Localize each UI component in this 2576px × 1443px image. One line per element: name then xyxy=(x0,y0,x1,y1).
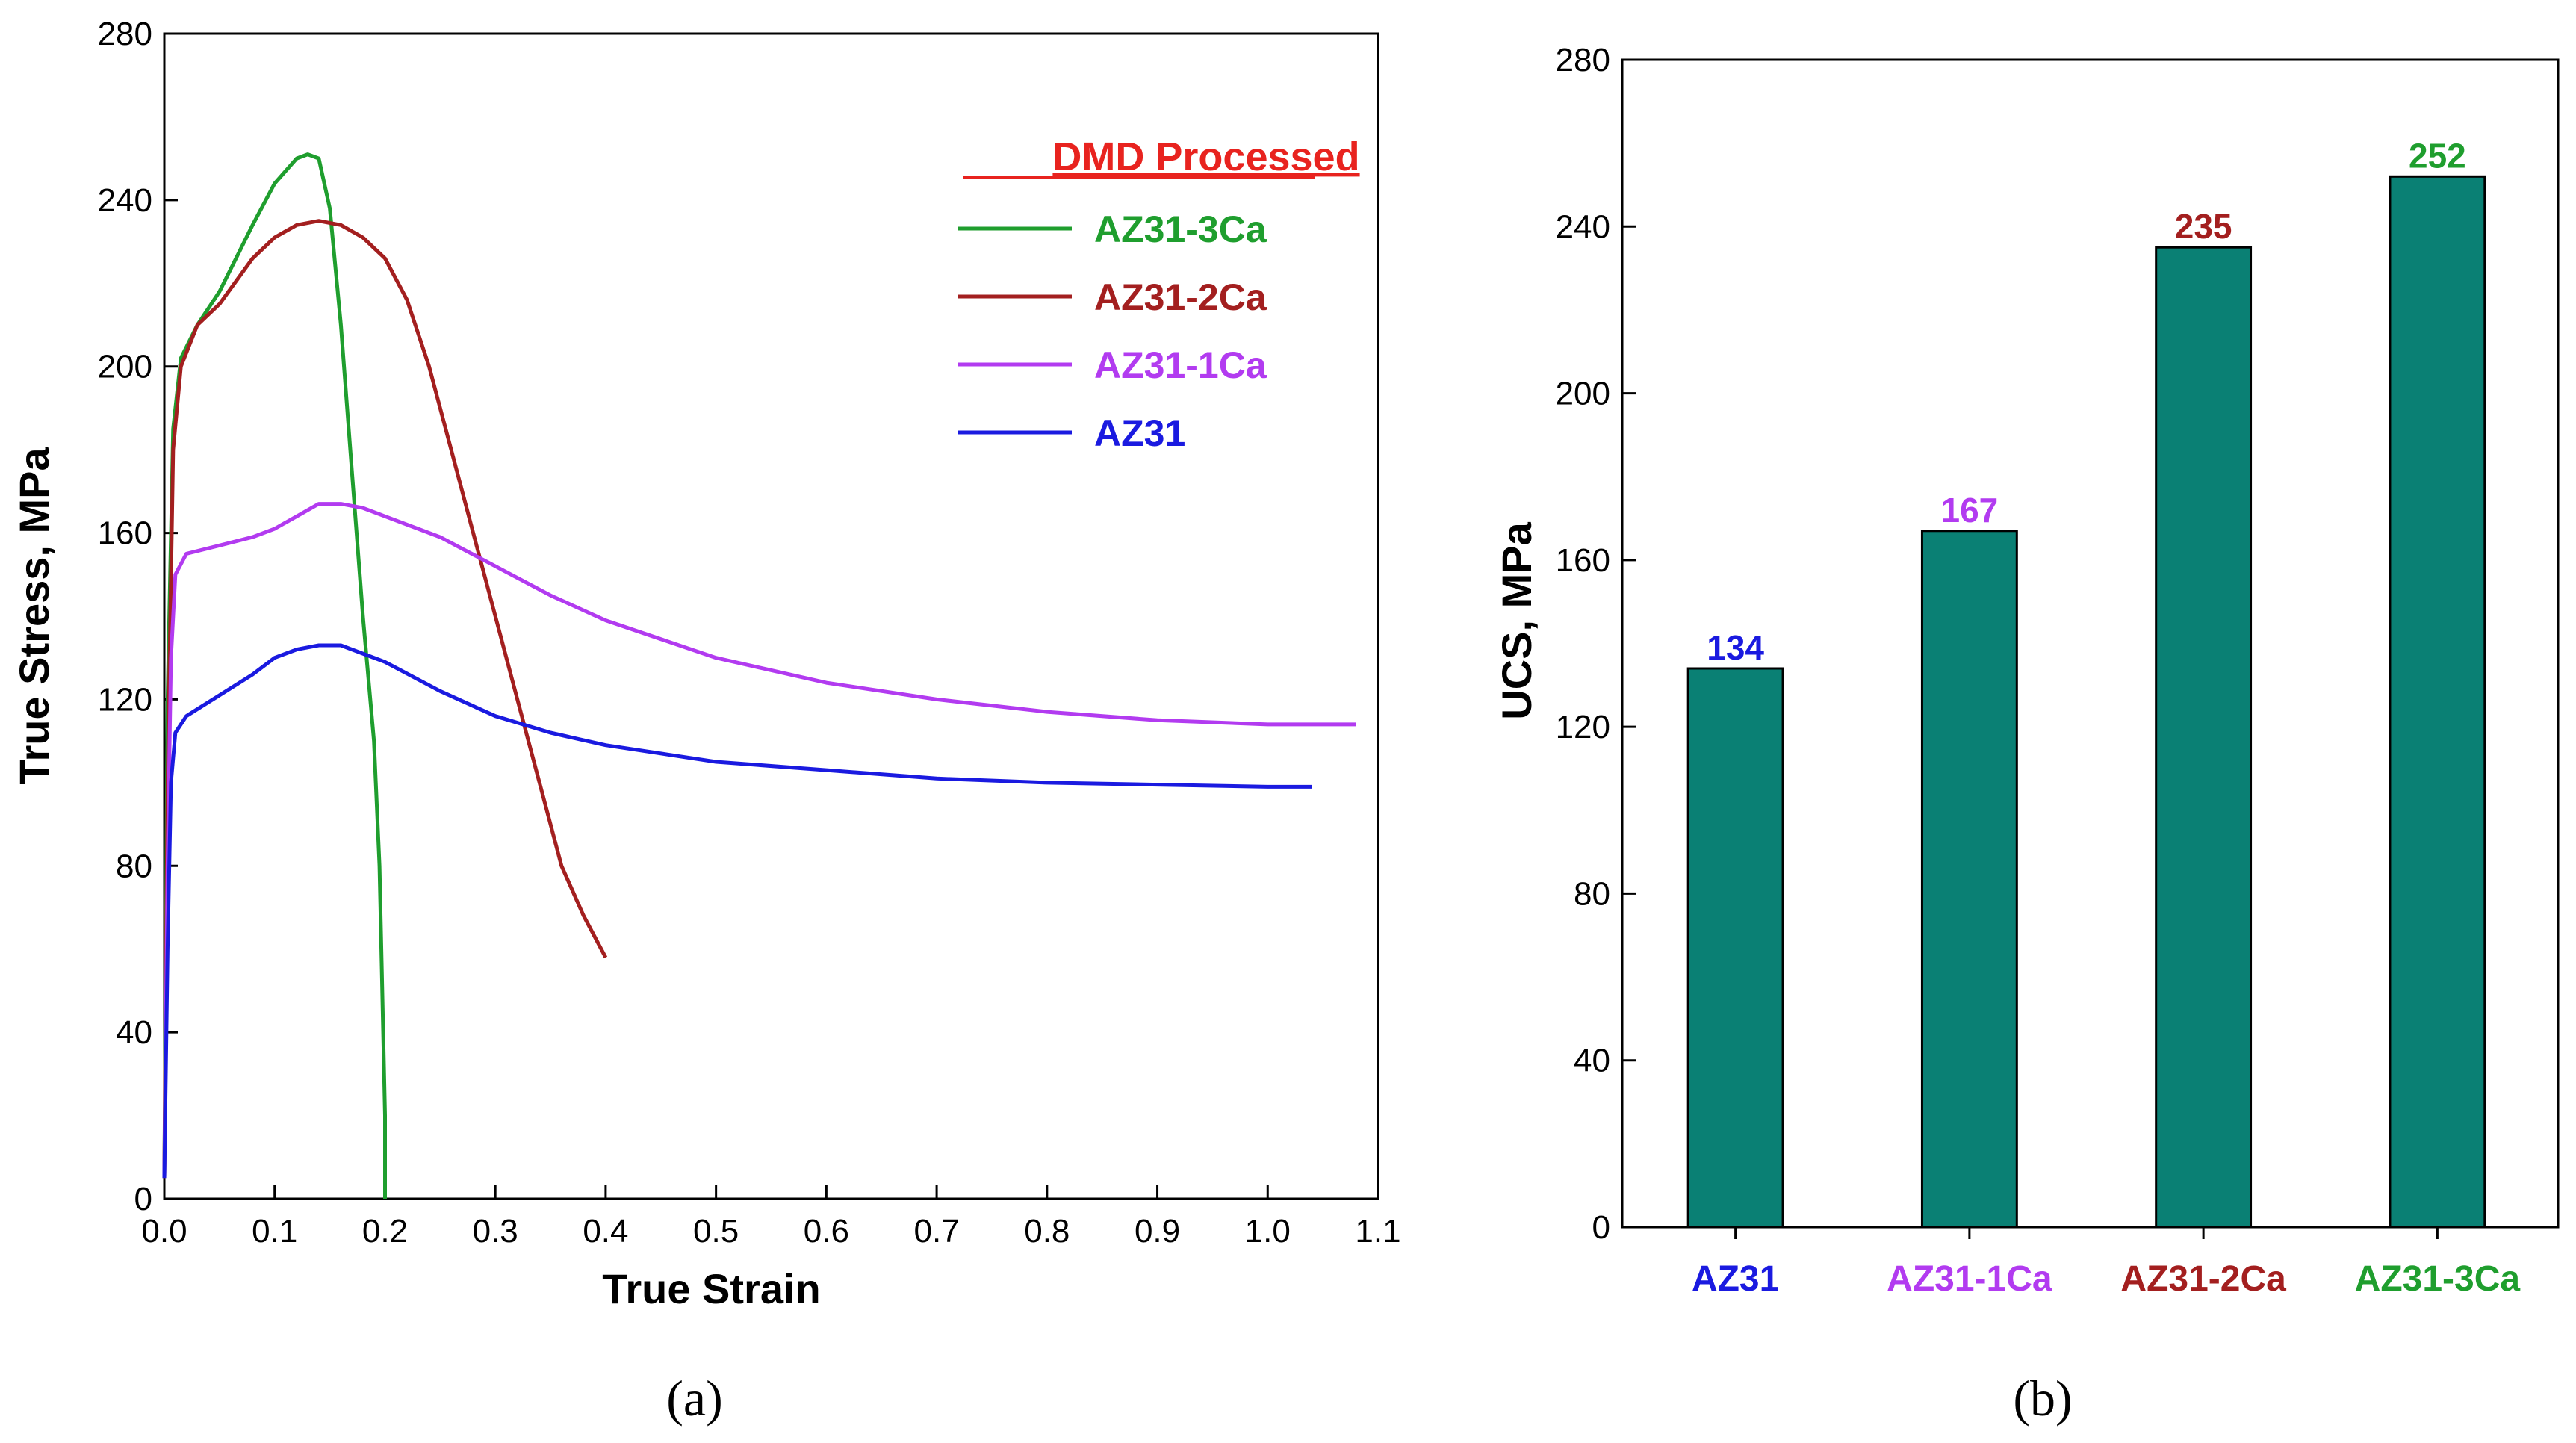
series-line-az31 xyxy=(162,643,1312,1179)
y-tick-label: 120 xyxy=(1556,709,1610,745)
bar-value-label-az31-3ca: 252 xyxy=(2409,136,2466,175)
legend-label-az31: AZ31 xyxy=(1094,412,1185,454)
y-tick-label: 280 xyxy=(98,16,152,52)
panel-b-caption: (b) xyxy=(2013,1370,2072,1427)
y-tick-label: 0 xyxy=(134,1181,152,1217)
x-tick-label: 1.1 xyxy=(1355,1213,1400,1250)
x-tick-label: 0.5 xyxy=(693,1213,739,1250)
panel-a-x-ticks: 0.0 0.1 0.2 0.3 0.4 0.5 0.6 0.7 0.8 0.9 1.0 1.1 xyxy=(141,1185,1401,1250)
legend-label-az31-2ca: AZ31-2Ca xyxy=(1094,276,1267,318)
bar-az31-1ca xyxy=(1920,530,2018,1229)
x-tick-label: 0.6 xyxy=(804,1213,849,1250)
y-tick-label: 120 xyxy=(98,681,152,718)
legend-label-az31-3ca: AZ31-3Ca xyxy=(1094,208,1267,250)
y-tick-label: 280 xyxy=(1556,42,1610,78)
y-tick-label: 0 xyxy=(1592,1209,1610,1246)
panel-a-plot-frame xyxy=(163,32,1379,1200)
category-label-az31-1ca: AZ31-1Ca xyxy=(1887,1259,2052,1299)
y-tick-label: 80 xyxy=(116,848,152,884)
category-label-az31: AZ31 xyxy=(1692,1259,1779,1299)
x-tick-label: 0.1 xyxy=(252,1213,297,1250)
x-tick-label: 0.8 xyxy=(1024,1213,1070,1250)
x-tick-label: 0.3 xyxy=(473,1213,518,1250)
y-tick-label: 40 xyxy=(116,1014,152,1051)
x-tick-label: 1.0 xyxy=(1245,1213,1291,1250)
x-tick-label: 0.0 xyxy=(141,1213,187,1250)
panel-a-x-axis-label: True Strain xyxy=(602,1265,821,1312)
y-tick-label: 240 xyxy=(1556,208,1610,245)
panel-b-bars: 134 167 235 252 xyxy=(1686,136,2486,1229)
series-line-az31-3ca xyxy=(162,152,387,1199)
panel-a-series xyxy=(162,152,1356,1199)
x-tick-label: 0.4 xyxy=(583,1213,628,1250)
series-line-az31-1ca xyxy=(162,502,1356,1179)
panel-b-category-labels: AZ31 AZ31-1Ca AZ31-2Ca AZ31-3Ca xyxy=(1692,1227,2520,1299)
bar-value-label-az31-1ca: 167 xyxy=(1941,491,1999,530)
y-tick-label: 200 xyxy=(98,349,152,385)
bar-value-label-az31: 134 xyxy=(1707,628,1764,667)
legend-title: DMD Processed xyxy=(1052,134,1359,179)
y-tick-label: 200 xyxy=(1556,376,1610,412)
panel-a-caption: (a) xyxy=(666,1370,722,1427)
category-label-az31-2ca: AZ31-2Ca xyxy=(2120,1259,2286,1299)
bar-az31-2ca xyxy=(2155,246,2253,1229)
category-label-az31-3ca: AZ31-3Ca xyxy=(2355,1259,2521,1299)
legend-label-az31-1ca: AZ31-1Ca xyxy=(1094,344,1267,386)
y-tick-label: 40 xyxy=(1574,1043,1610,1079)
bar-az31 xyxy=(1686,667,1784,1229)
y-tick-label: 80 xyxy=(1574,875,1610,912)
y-tick-label: 240 xyxy=(98,182,152,219)
x-tick-label: 0.9 xyxy=(1135,1213,1180,1250)
y-tick-label: 160 xyxy=(98,515,152,552)
panel-a-y-ticks: 0 40 80 120 160 200 240 280 xyxy=(98,16,178,1217)
bar-az31-3ca xyxy=(2389,175,2486,1229)
panel-b-y-ticks: 0 40 80 120 160 200 240 280 xyxy=(1556,42,1636,1246)
panel-a-y-axis-label: True Stress, MPa xyxy=(10,447,58,784)
y-tick-label: 160 xyxy=(1556,542,1610,579)
x-tick-label: 0.7 xyxy=(914,1213,960,1250)
x-tick-label: 0.2 xyxy=(362,1213,408,1250)
panel-b-y-axis-label: UCS, MPa xyxy=(1493,521,1540,719)
panel-b-plot-frame xyxy=(1621,58,2560,1229)
series-line-az31-2ca xyxy=(162,219,608,1179)
bar-value-label-az31-2ca: 235 xyxy=(2175,207,2232,246)
panel-a-legend: DMD Processed AZ31-3Ca AZ31-2Ca AZ31-1Ca AZ… xyxy=(958,134,1360,454)
